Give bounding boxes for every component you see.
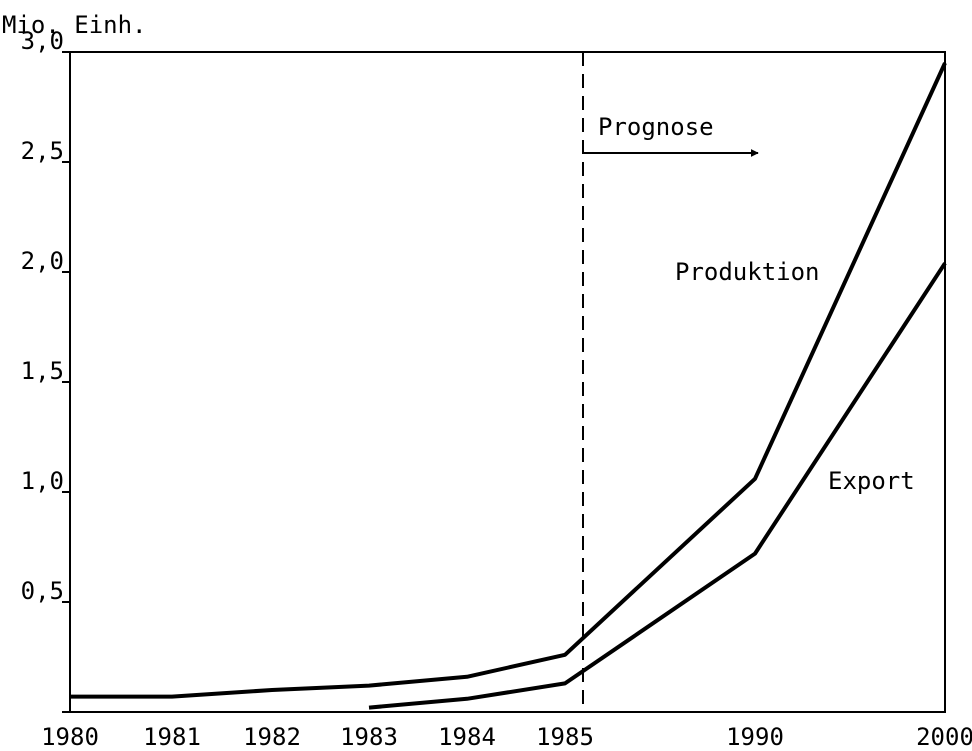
series-label: Produktion — [675, 258, 820, 286]
x-tick-label: 1985 — [536, 723, 594, 751]
x-tick-label: 2000 — [916, 723, 972, 751]
line-series — [368, 262, 947, 710]
x-tick-label: 1983 — [340, 723, 398, 751]
x-tick-label: 1981 — [143, 723, 201, 751]
line-series — [70, 62, 947, 699]
series-label: Export — [828, 467, 915, 495]
y-tick-label: 1,5 — [21, 357, 64, 385]
annotation: Prognose — [598, 113, 714, 141]
y-axis-label: Mio. Einh. — [2, 11, 147, 39]
x-tick-label: 1990 — [726, 723, 784, 751]
plot-frame — [69, 51, 946, 713]
y-tick-label: 2,5 — [21, 137, 64, 165]
x-tick-label: 1980 — [41, 723, 99, 751]
x-tick-label: 1984 — [438, 723, 496, 751]
x-tick-label: 1982 — [243, 723, 301, 751]
y-tick-label: 0,5 — [21, 577, 64, 605]
y-tick-label: 3,0 — [21, 27, 64, 55]
y-tick-label: 1,0 — [21, 467, 64, 495]
y-tick-label: 2,0 — [21, 247, 64, 275]
